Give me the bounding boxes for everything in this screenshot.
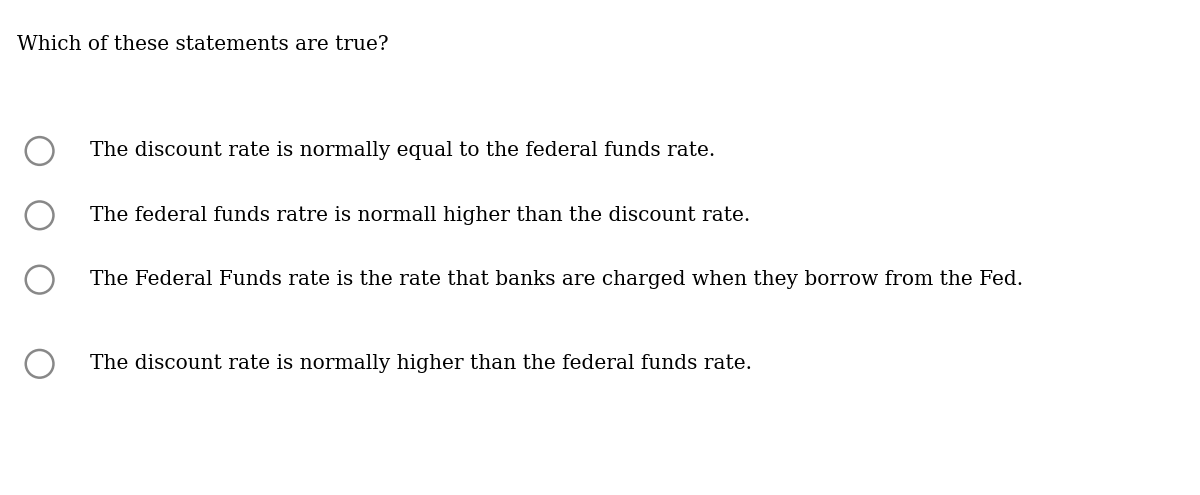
Text: The federal funds ratre is normall higher than the discount rate.: The federal funds ratre is normall highe… <box>90 206 750 225</box>
Text: The Federal Funds rate is the rate that banks are charged when they borrow from : The Federal Funds rate is the rate that … <box>90 270 1024 289</box>
Text: Which of these statements are true?: Which of these statements are true? <box>17 35 389 53</box>
Text: The discount rate is normally higher than the federal funds rate.: The discount rate is normally higher tha… <box>90 354 752 373</box>
Text: The discount rate is normally equal to the federal funds rate.: The discount rate is normally equal to t… <box>90 142 715 160</box>
